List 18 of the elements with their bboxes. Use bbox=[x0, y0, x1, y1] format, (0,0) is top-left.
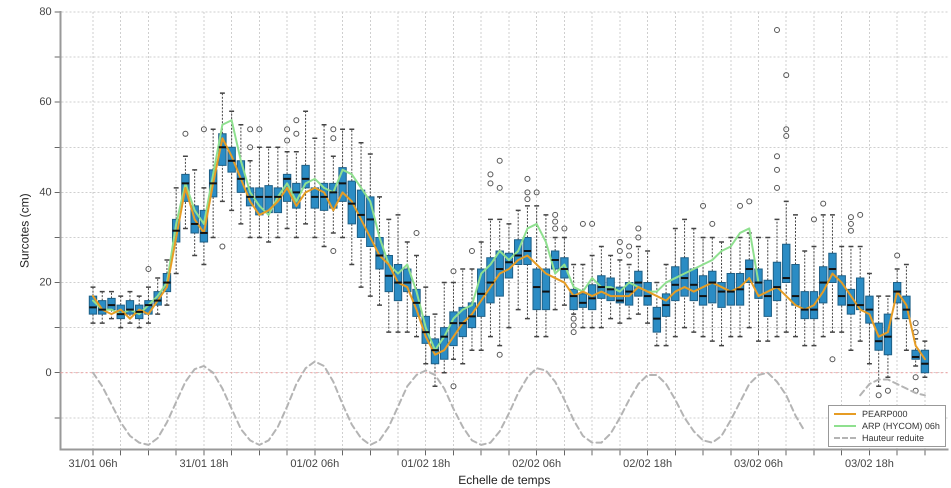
legend-label: Hauteur reduite bbox=[862, 432, 924, 444]
y-axis-title: Surcotes (cm) bbox=[18, 193, 32, 268]
y-tick-label: 20 bbox=[39, 276, 52, 289]
x-tick-label: 03/02 18h bbox=[844, 458, 894, 470]
x-tick-label: 02/02 18h bbox=[623, 458, 672, 470]
y-tick-label: 60 bbox=[39, 96, 52, 108]
y-tick-label: 40 bbox=[39, 186, 52, 198]
x-axis-title: Echelle de temps bbox=[458, 473, 550, 488]
x-tick-label: 01/02 18h bbox=[401, 458, 450, 470]
x-tick-label: 31/01 06h bbox=[68, 458, 118, 470]
legend-label: PEARP000 bbox=[862, 408, 908, 420]
x-tick-label: 01/02 06h bbox=[290, 458, 340, 470]
x-tick-label: 31/01 18h bbox=[179, 458, 228, 470]
legend-label: ARP (HYCOM) 06h bbox=[862, 420, 940, 432]
x-tick-label: 03/02 06h bbox=[734, 458, 783, 470]
y-tick-label: 0 bbox=[46, 366, 52, 379]
x-tick-label: 02/02 06h bbox=[512, 458, 562, 470]
y-tick-label: 80 bbox=[39, 6, 52, 18]
